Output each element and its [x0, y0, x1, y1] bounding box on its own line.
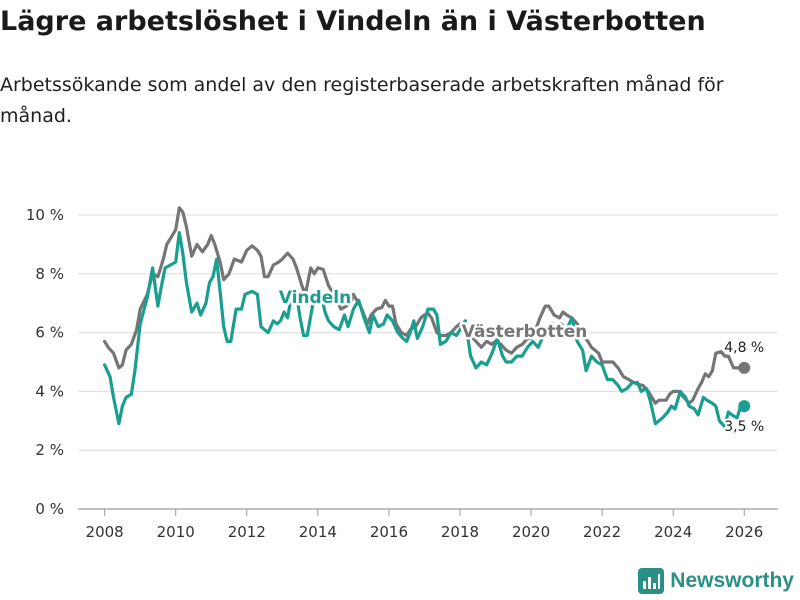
x-tick-label: 2008	[86, 523, 124, 541]
y-tick-label: 4 %	[35, 382, 64, 400]
x-tick-label: 2016	[370, 523, 408, 541]
brand-logo: Newsworthy	[638, 568, 794, 594]
end-label-vindeln: 3,5 %	[724, 419, 764, 435]
x-tick-label: 2026	[725, 523, 763, 541]
chart-subtitle: Arbetssökande som andel av den registerb…	[0, 74, 724, 127]
series-labels: Västerbotten Vindeln 4,8 % 3,5 %	[276, 286, 766, 437]
x-tick-label: 2018	[441, 523, 479, 541]
y-tick-label: 0 %	[35, 500, 64, 518]
x-tick-label: 2022	[583, 523, 621, 541]
end-marker-vindeln	[738, 400, 751, 413]
series-label-vasterbotten: Västerbotten	[462, 322, 588, 342]
y-tick-label: 8 %	[35, 265, 64, 283]
y-tick-label: 6 %	[35, 324, 64, 342]
end-marker-västerbotten	[738, 361, 751, 374]
series-lines	[103, 206, 751, 429]
chart-icon	[638, 568, 665, 594]
y-tick-label: 2 %	[35, 441, 64, 459]
end-label-vasterbotten: 4,8 %	[724, 340, 764, 356]
x-tick-label: 2024	[654, 523, 692, 541]
x-tick-label: 2014	[299, 523, 337, 541]
y-tick-label: 10 %	[26, 206, 64, 224]
chart-title: Lägre arbetslöshet i Vindeln än i Väster…	[0, 6, 706, 37]
series-line-västerbotten	[103, 206, 746, 405]
x-axis: 2008 2010 2012 2014 2016 2018 2020 2022 2024 2026	[86, 509, 763, 541]
brand-name: Newsworthy	[670, 569, 794, 592]
x-tick-label: 2020	[512, 523, 550, 541]
series-line-vindeln	[103, 231, 746, 429]
series-label-vindeln: Vindeln	[279, 288, 351, 308]
gridlines: 0 % 2 % 4 % 6 % 8 % 10 %	[26, 206, 778, 518]
x-tick-label: 2010	[157, 523, 195, 541]
x-tick-label: 2012	[228, 523, 266, 541]
